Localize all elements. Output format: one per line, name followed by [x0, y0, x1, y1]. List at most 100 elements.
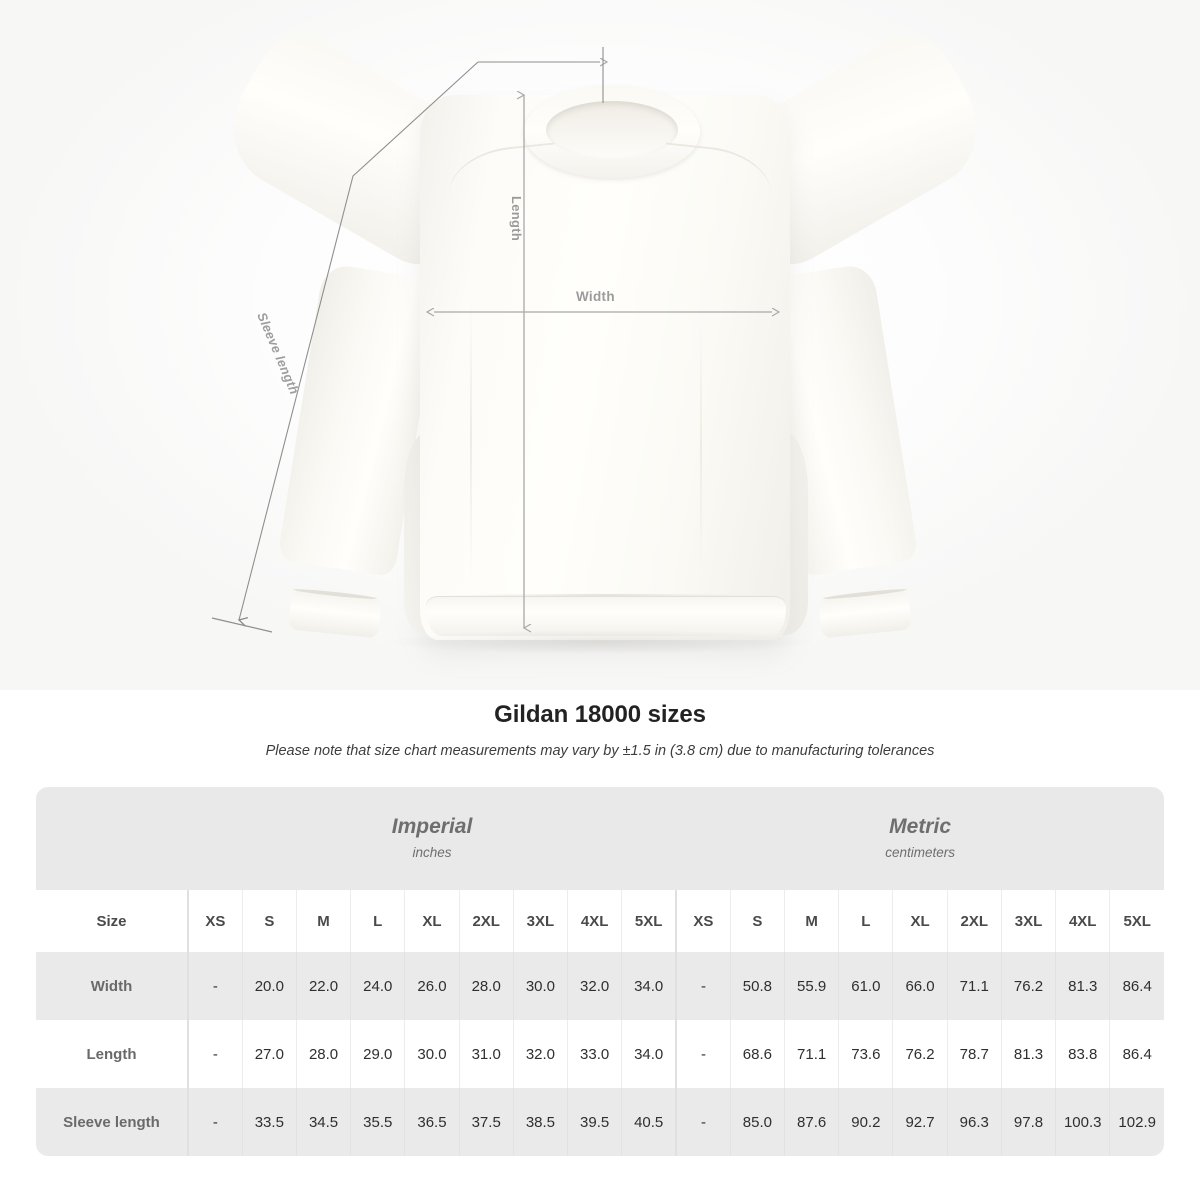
cell-width-metric-m: 55.9 — [784, 952, 840, 1020]
tolerance-note: Please note that size chart measurements… — [265, 743, 935, 759]
size-table-container: Imperial inches Metric centimeters Size XS S M L… — [36, 787, 1164, 1156]
drop-shadow — [300, 625, 900, 659]
cell-sleeve-length-imperial-xl: 36.5 — [404, 1088, 460, 1156]
width-annotation-label: Width — [576, 289, 615, 304]
chart-caption: Gildan 18000 sizes Please note that size… — [0, 698, 1200, 761]
cell-length-metric-3xl: 81.3 — [1001, 1020, 1057, 1088]
size-header-metric-3xl: 3XL — [1001, 890, 1057, 952]
cell-sleeve-length-imperial-5xl: 40.5 — [621, 1088, 678, 1156]
cell-length-imperial-xs: - — [188, 1020, 243, 1088]
size-header-imperial-2xl: 2XL — [459, 890, 514, 952]
cell-length-metric-l: 73.6 — [838, 1020, 894, 1088]
size-header-row: Size XS S M L XL 2XL 3XL 4XL 5XL XS S M L XL 2XL 3XL 4XL 5… — [36, 890, 1164, 952]
size-header-metric-4xl: 4XL — [1055, 890, 1111, 952]
cell-sleeve-length-metric-2xl: 96.3 — [947, 1088, 1002, 1156]
row-label-sleeve-length: Sleeve length — [36, 1088, 189, 1156]
cell-width-imperial-5xl: 34.0 — [621, 952, 678, 1020]
unit-group-imperial: Imperial inches — [188, 787, 677, 890]
cell-width-imperial-s: 20.0 — [242, 952, 297, 1020]
cell-length-metric-2xl: 78.7 — [947, 1020, 1002, 1088]
cell-sleeve-length-metric-5xl: 102.9 — [1109, 1088, 1164, 1156]
cell-width-imperial-xl: 26.0 — [404, 952, 460, 1020]
sleeve-measure-line — [239, 61, 479, 620]
row-label-length: Length — [36, 1020, 189, 1088]
cell-length-imperial-5xl: 34.0 — [621, 1020, 678, 1088]
cell-width-imperial-xs: - — [188, 952, 243, 1020]
unit-group-sub: centimeters — [885, 845, 955, 860]
cell-sleeve-length-metric-m: 87.6 — [784, 1088, 840, 1156]
size-header-imperial-4xl: 4XL — [567, 890, 623, 952]
cell-length-metric-s: 68.6 — [730, 1020, 786, 1088]
collar-inner — [546, 101, 678, 159]
cell-sleeve-length-imperial-xs: - — [188, 1088, 243, 1156]
sleeve-end-tick — [211, 617, 273, 633]
length-annotation-label: Length — [509, 196, 524, 242]
cell-width-metric-l: 61.0 — [838, 952, 894, 1020]
cell-length-metric-xs: - — [676, 1020, 731, 1088]
size-header-imperial-l: L — [350, 890, 406, 952]
cell-length-imperial-m: 28.0 — [296, 1020, 352, 1088]
unit-group-name: Metric — [889, 815, 951, 838]
cell-width-metric-3xl: 76.2 — [1001, 952, 1057, 1020]
cell-sleeve-length-imperial-4xl: 39.5 — [567, 1088, 623, 1156]
cell-sleeve-length-metric-l: 90.2 — [838, 1088, 894, 1156]
measurement-lines — [211, 47, 1200, 633]
cell-width-imperial-4xl: 32.0 — [567, 952, 623, 1020]
cell-sleeve-length-metric-3xl: 97.8 — [1001, 1088, 1057, 1156]
unit-row-spacer — [36, 787, 188, 890]
cell-sleeve-length-metric-xs: - — [676, 1088, 731, 1156]
cell-sleeve-length-metric-4xl: 100.3 — [1055, 1088, 1111, 1156]
cell-sleeve-length-metric-xl: 92.7 — [892, 1088, 948, 1156]
cell-width-metric-xl: 66.0 — [892, 952, 948, 1020]
size-header-imperial-s: S — [242, 890, 297, 952]
unit-group-metric: Metric centimeters — [676, 787, 1164, 890]
hem-ribbing — [426, 596, 786, 636]
size-header-metric-2xl: 2XL — [947, 890, 1002, 952]
size-header-metric-xs: XS — [676, 890, 731, 952]
page-title: Gildan 18000 sizes — [494, 701, 706, 728]
cell-sleeve-length-imperial-s: 33.5 — [242, 1088, 297, 1156]
cell-length-metric-m: 71.1 — [784, 1020, 840, 1088]
cell-width-imperial-2xl: 28.0 — [459, 952, 514, 1020]
size-column-header: Size — [36, 890, 189, 952]
cell-sleeve-length-imperial-2xl: 37.5 — [459, 1088, 514, 1156]
cell-width-metric-5xl: 86.4 — [1109, 952, 1164, 1020]
table-row: Length -27.0 28.0 29.0 30.0 31.0 32.0 33.0 34.0-… — [36, 1020, 1164, 1088]
table-row: Width -20.0 22.0 24.0 26.0 28.0 30.0 32.0 34.0-5… — [36, 952, 1164, 1020]
size-header-imperial-xl: XL — [404, 890, 460, 952]
cell-length-metric-4xl: 83.8 — [1055, 1020, 1111, 1088]
size-header-imperial-3xl: 3XL — [513, 890, 569, 952]
cell-sleeve-length-imperial-l: 35.5 — [350, 1088, 406, 1156]
row-label-width: Width — [36, 952, 189, 1020]
unit-group-name: Imperial — [391, 815, 473, 838]
cell-width-metric-s: 50.8 — [730, 952, 786, 1020]
unit-group-row: Imperial inches Metric centimeters — [36, 787, 1164, 890]
cell-length-metric-5xl: 86.4 — [1109, 1020, 1164, 1088]
size-header-imperial-m: M — [296, 890, 352, 952]
cell-width-imperial-m: 22.0 — [296, 952, 352, 1020]
size-header-imperial-xs: XS — [188, 890, 243, 952]
size-header-metric-m: M — [784, 890, 840, 952]
torso-body — [420, 95, 790, 640]
cell-sleeve-length-imperial-3xl: 38.5 — [513, 1088, 569, 1156]
fabric-fold-left — [470, 300, 472, 580]
cell-width-metric-xs: - — [676, 952, 731, 1020]
sweatshirt-illustration — [209, 20, 1001, 659]
product-photo: Length Width Sleeve length — [0, 0, 1200, 690]
fabric-fold-right — [700, 320, 702, 570]
size-header-metric-5xl: 5XL — [1109, 890, 1164, 952]
unit-group-sub: inches — [412, 845, 452, 860]
size-header-metric-xl: XL — [892, 890, 948, 952]
cell-length-imperial-s: 27.0 — [242, 1020, 297, 1088]
cell-length-imperial-xl: 30.0 — [404, 1020, 460, 1088]
size-header-imperial-5xl: 5XL — [621, 890, 678, 952]
table-row: Sleeve length -33.5 34.5 35.5 36.5 37.5 38.5 39… — [36, 1088, 1164, 1156]
cell-width-metric-4xl: 81.3 — [1055, 952, 1111, 1020]
cell-length-imperial-l: 29.0 — [350, 1020, 406, 1088]
cell-sleeve-length-metric-s: 85.0 — [730, 1088, 786, 1156]
cell-width-metric-2xl: 71.1 — [947, 952, 1002, 1020]
size-header-metric-s: S — [730, 890, 786, 952]
cell-sleeve-length-imperial-m: 34.5 — [296, 1088, 352, 1156]
cell-length-imperial-3xl: 32.0 — [513, 1020, 569, 1088]
